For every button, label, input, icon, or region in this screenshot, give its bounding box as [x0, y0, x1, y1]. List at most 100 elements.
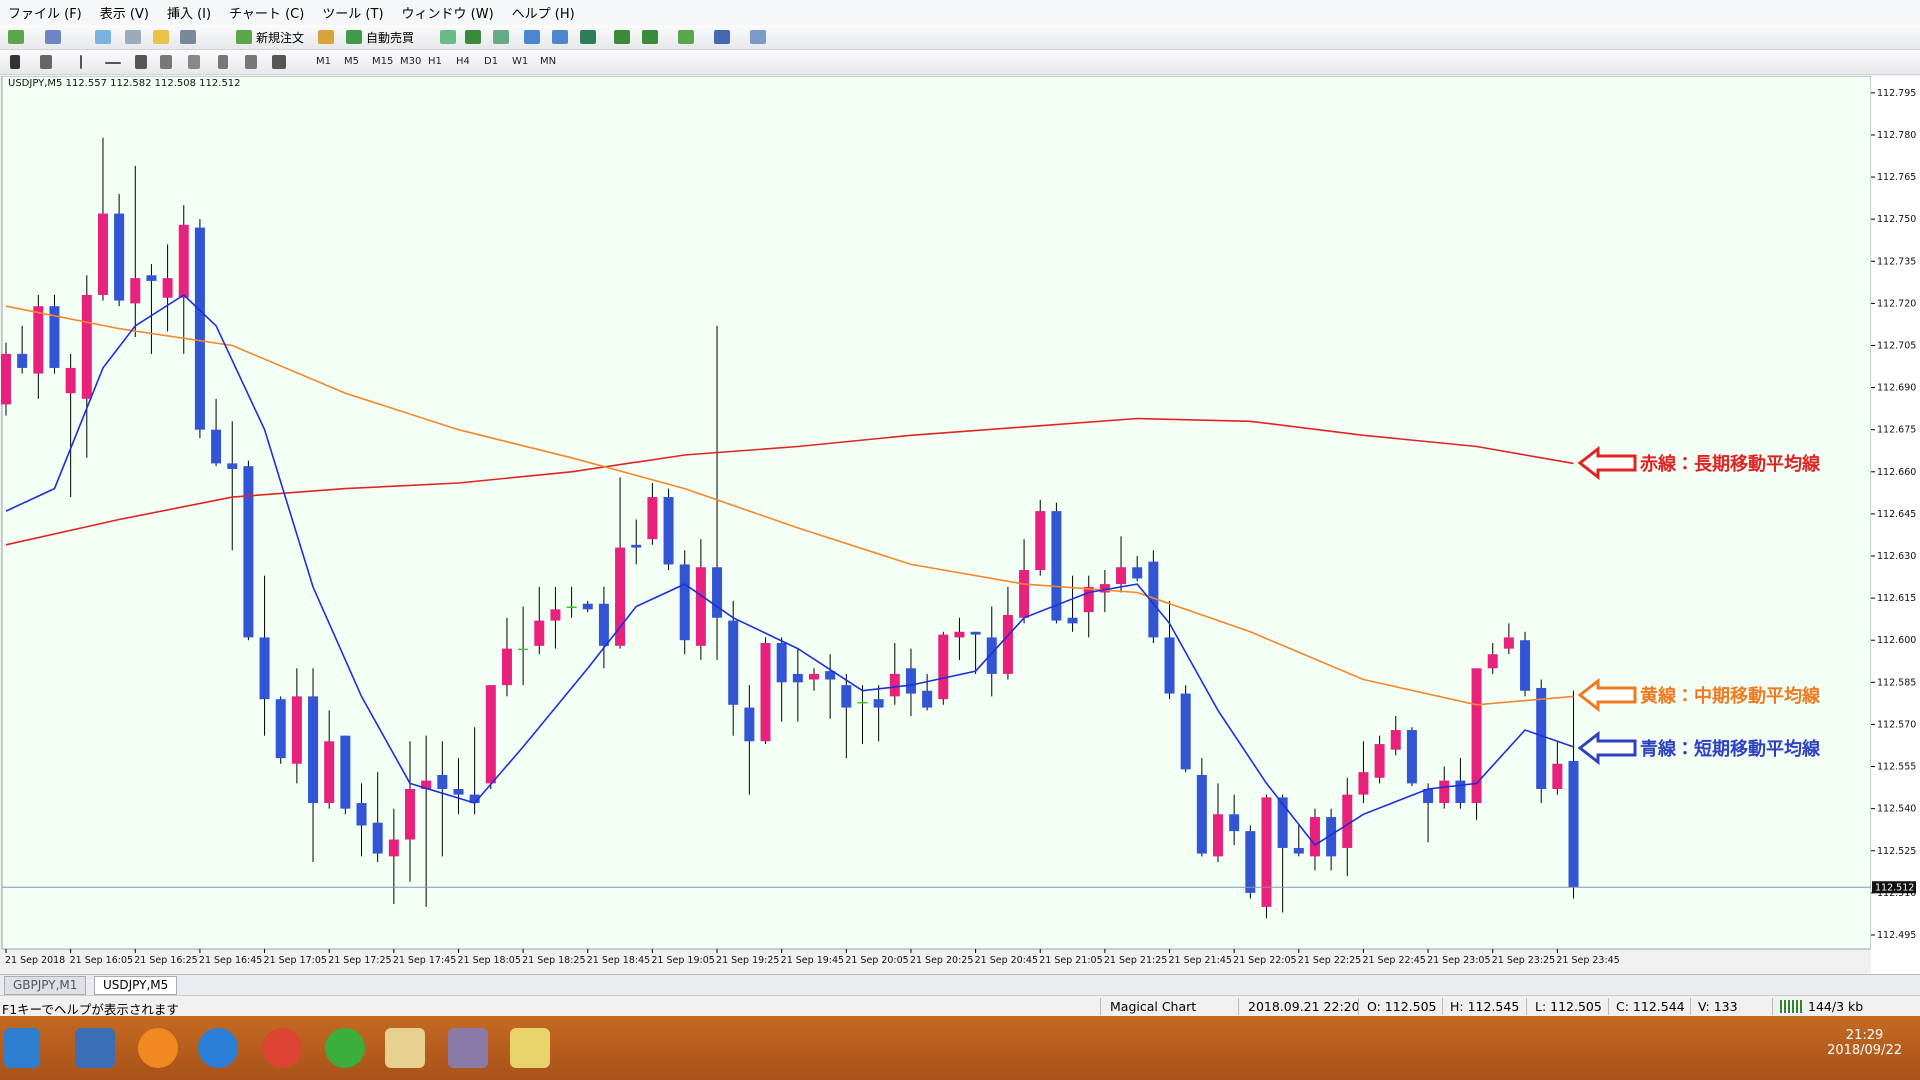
icon[interactable]: [552, 30, 568, 44]
taskbar-app[interactable]: [138, 1028, 178, 1068]
status-help: F1キーでヘルプが表示されます: [2, 1002, 179, 1017]
taskbar-app[interactable]: [75, 1028, 115, 1068]
x-tick-label: 21 Sep 2018: [5, 955, 65, 966]
timeframe-button[interactable]: M1: [316, 56, 331, 67]
timeframe-button[interactable]: H1: [428, 56, 442, 67]
candle-body: [1261, 797, 1272, 907]
taskbar-app[interactable]: [262, 1028, 302, 1068]
icon[interactable]: [8, 30, 24, 44]
icon[interactable]: [346, 30, 362, 44]
icon[interactable]: [10, 55, 20, 69]
icon[interactable]: [160, 55, 172, 69]
timeframe-button[interactable]: M30: [400, 56, 422, 67]
icon[interactable]: [750, 30, 766, 44]
candle-body: [986, 637, 997, 674]
candle-body: [1019, 570, 1030, 618]
candle-body: [873, 699, 884, 708]
menu-item[interactable]: チャート (C): [229, 7, 305, 22]
icon[interactable]: [465, 30, 481, 44]
candle-body: [1503, 637, 1514, 649]
icon[interactable]: [218, 55, 228, 69]
icon[interactable]: [40, 55, 52, 69]
candle-body: [1423, 788, 1434, 804]
candle-body: [1520, 640, 1531, 691]
candle-body: [663, 497, 674, 565]
icon[interactable]: [105, 62, 121, 64]
icon[interactable]: [678, 30, 694, 44]
moving-average: [5, 293, 1574, 847]
timeframe-button[interactable]: M15: [372, 56, 394, 67]
menu-item[interactable]: ファイル (F): [8, 7, 82, 22]
timeframe-button[interactable]: M5: [344, 56, 359, 67]
timeframe-button[interactable]: H4: [456, 56, 470, 67]
x-tick-label: 21 Sep 22:45: [1362, 955, 1425, 966]
menu-item[interactable]: ヘルプ (H): [511, 7, 575, 22]
icon[interactable]: [95, 30, 111, 44]
moving-average: [5, 305, 1574, 706]
timeframe-button[interactable]: W1: [512, 56, 529, 67]
taskbar-app[interactable]: [325, 1028, 365, 1068]
candle-body: [1213, 814, 1223, 857]
menu-item[interactable]: 挿入 (I): [166, 7, 212, 22]
candle-body: [954, 631, 965, 638]
icon[interactable]: [642, 30, 658, 44]
candle-body: [17, 353, 28, 368]
candle-body: [388, 839, 399, 857]
icon[interactable]: [318, 30, 334, 44]
candle-body: [49, 306, 60, 368]
icon[interactable]: [580, 30, 596, 44]
taskbar-app[interactable]: [198, 1028, 238, 1068]
icon[interactable]: [45, 30, 61, 44]
y-tick-label: 112.585: [1877, 677, 1916, 688]
taskbar-app[interactable]: [385, 1028, 425, 1068]
candle-body: [1035, 511, 1046, 571]
taskbar-app[interactable]: [448, 1028, 488, 1068]
annotation: 青線：短期移動平均線: [1640, 738, 1821, 760]
icon[interactable]: [493, 30, 509, 44]
icon[interactable]: [180, 30, 196, 44]
candle-body: [259, 637, 270, 700]
candle-body: [1277, 797, 1288, 848]
icon[interactable]: [125, 30, 141, 44]
tab[interactable]: USDJPY,M5: [94, 976, 178, 995]
icon[interactable]: [80, 55, 82, 69]
candle-body: [857, 701, 868, 704]
icon[interactable]: [440, 30, 456, 44]
timeframe-button[interactable]: MN: [540, 56, 557, 67]
tab[interactable]: GBPJPY,M1: [4, 976, 87, 995]
annotation: 黄線：中期移動平均線: [1640, 685, 1821, 707]
menu-item[interactable]: ツール (T): [322, 7, 384, 22]
status-low: L: 112.505: [1535, 999, 1602, 1014]
start-button[interactable]: [4, 1028, 40, 1068]
candle-body: [1, 353, 11, 405]
icon[interactable]: [153, 30, 169, 44]
icon[interactable]: [714, 30, 730, 44]
candle-body: [647, 497, 658, 540]
candle-body: [162, 278, 173, 298]
icon[interactable]: [272, 55, 286, 69]
y-tick-label: 112.510: [1877, 888, 1916, 899]
y-tick-label: 112.600: [1877, 635, 1916, 646]
timeframe-button[interactable]: D1: [484, 56, 499, 67]
status-profile: Magical Chart: [1110, 999, 1197, 1014]
menu-item[interactable]: 表示 (V): [99, 7, 149, 22]
taskbar-app[interactable]: [510, 1028, 550, 1068]
icon[interactable]: [614, 30, 630, 44]
autotrade-button[interactable]: 自動売買: [366, 31, 415, 45]
candle-body: [1406, 730, 1417, 784]
icon[interactable]: [135, 55, 147, 69]
y-tick-label: 112.675: [1877, 425, 1916, 436]
y-tick-label: 112.705: [1877, 340, 1916, 351]
candle-body: [728, 620, 739, 705]
menu-item[interactable]: ウィンドウ (W): [401, 7, 494, 22]
icon[interactable]: [236, 30, 252, 44]
icon[interactable]: [524, 30, 540, 44]
icon[interactable]: [188, 55, 200, 69]
y-tick-label: 112.735: [1877, 256, 1916, 267]
y-tick-label: 112.525: [1877, 846, 1916, 857]
candle-body: [534, 620, 545, 646]
candle-body: [114, 213, 125, 301]
new-order-button[interactable]: 新規注文: [256, 31, 305, 45]
icon[interactable]: [245, 55, 257, 69]
